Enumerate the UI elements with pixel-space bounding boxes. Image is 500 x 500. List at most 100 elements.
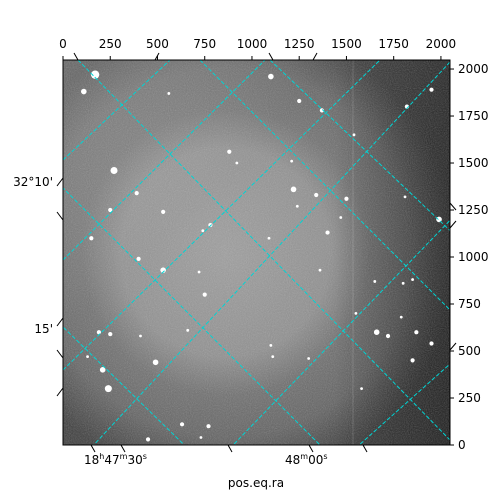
grid-line	[358, 363, 450, 445]
ra-tick	[90, 444, 96, 453]
top-tick-label: 750	[193, 37, 216, 51]
dec-tick	[56, 177, 64, 187]
star	[414, 330, 419, 335]
star	[411, 278, 414, 281]
star	[134, 190, 139, 196]
star	[403, 195, 407, 199]
grid-line	[63, 187, 321, 445]
star	[267, 236, 271, 240]
star	[167, 92, 171, 95]
top-tick-label: 1250	[284, 37, 315, 51]
top-tick-label: 500	[146, 37, 169, 51]
star	[410, 358, 415, 363]
star	[202, 292, 207, 297]
star	[161, 209, 166, 214]
plot-area	[63, 60, 450, 445]
ra-tick	[120, 444, 126, 453]
star	[227, 149, 232, 154]
star	[344, 196, 349, 201]
right-tick-label: 500	[458, 344, 481, 358]
grid-line	[63, 60, 171, 161]
star	[354, 312, 358, 315]
right-tick-label: 1750	[458, 109, 489, 123]
grid-line	[232, 219, 450, 445]
top-tick-label: 1750	[378, 37, 409, 51]
star	[136, 256, 141, 261]
top-tick-label: 250	[99, 37, 122, 51]
star	[179, 422, 185, 427]
star	[269, 343, 273, 347]
right-tick-label: 0	[458, 438, 466, 452]
dec-tick-label: 32°10'	[13, 175, 53, 189]
star	[89, 236, 94, 241]
right-tick-label: 2000	[458, 62, 489, 76]
star	[104, 385, 112, 393]
star	[208, 222, 213, 228]
stars	[80, 70, 442, 442]
star	[268, 73, 274, 80]
top-tick-label: 0	[59, 37, 67, 51]
star	[271, 355, 275, 359]
star	[152, 359, 159, 366]
star	[90, 70, 100, 79]
world-tick	[449, 220, 457, 229]
star	[429, 341, 434, 346]
grid-line	[63, 60, 266, 261]
grid-line	[63, 60, 381, 371]
right-tick-label: 1250	[458, 203, 489, 217]
star	[373, 280, 377, 283]
dec-axis: 32°10' 15'	[13, 175, 64, 397]
ra-axis: 18h47m30s 48m00s	[84, 444, 368, 467]
star	[160, 267, 166, 273]
grid-line	[199, 60, 450, 311]
world-tick	[449, 202, 457, 211]
star	[290, 186, 297, 193]
star	[108, 207, 113, 213]
right-tick-label: 750	[458, 297, 481, 311]
grid-line	[269, 60, 450, 232]
top-tick-label: 2000	[426, 37, 457, 51]
world-tick	[268, 52, 274, 61]
plot-frame	[62, 59, 451, 446]
top-tick-label: 1500	[331, 37, 362, 51]
star	[197, 270, 201, 274]
star	[360, 387, 363, 391]
ra-tick	[227, 444, 233, 453]
coordinate-grid	[63, 60, 450, 445]
world-tick	[154, 52, 160, 61]
star	[201, 229, 205, 233]
star	[401, 281, 405, 285]
world-tick	[73, 52, 79, 61]
star	[429, 87, 434, 92]
star	[199, 436, 203, 439]
world-tick	[449, 342, 457, 351]
star	[297, 98, 302, 104]
world-ticks-extra	[73, 52, 457, 351]
grid-line	[93, 61, 450, 445]
star	[295, 204, 299, 208]
star	[86, 355, 89, 359]
star	[318, 268, 322, 272]
top-pixel-axis: 0 250 500 750 1000 1250 1500 1750 2000	[59, 37, 456, 60]
star	[319, 108, 324, 113]
star	[99, 367, 106, 373]
star	[339, 216, 343, 219]
star	[235, 161, 239, 165]
star	[80, 88, 87, 95]
x-axis-label: pos.eq.ra	[228, 476, 284, 490]
star	[314, 192, 319, 198]
star	[325, 230, 330, 235]
star	[307, 357, 311, 360]
ra-tick-label: 18h47m30s	[84, 452, 147, 467]
right-tick-label: 250	[458, 391, 481, 405]
star	[108, 331, 113, 337]
world-tick	[312, 52, 318, 61]
star	[145, 437, 151, 442]
star	[399, 315, 403, 319]
star	[373, 329, 380, 336]
dec-tick	[56, 317, 64, 327]
star	[186, 328, 190, 332]
right-tick-label: 1500	[458, 156, 489, 170]
star	[352, 133, 356, 137]
